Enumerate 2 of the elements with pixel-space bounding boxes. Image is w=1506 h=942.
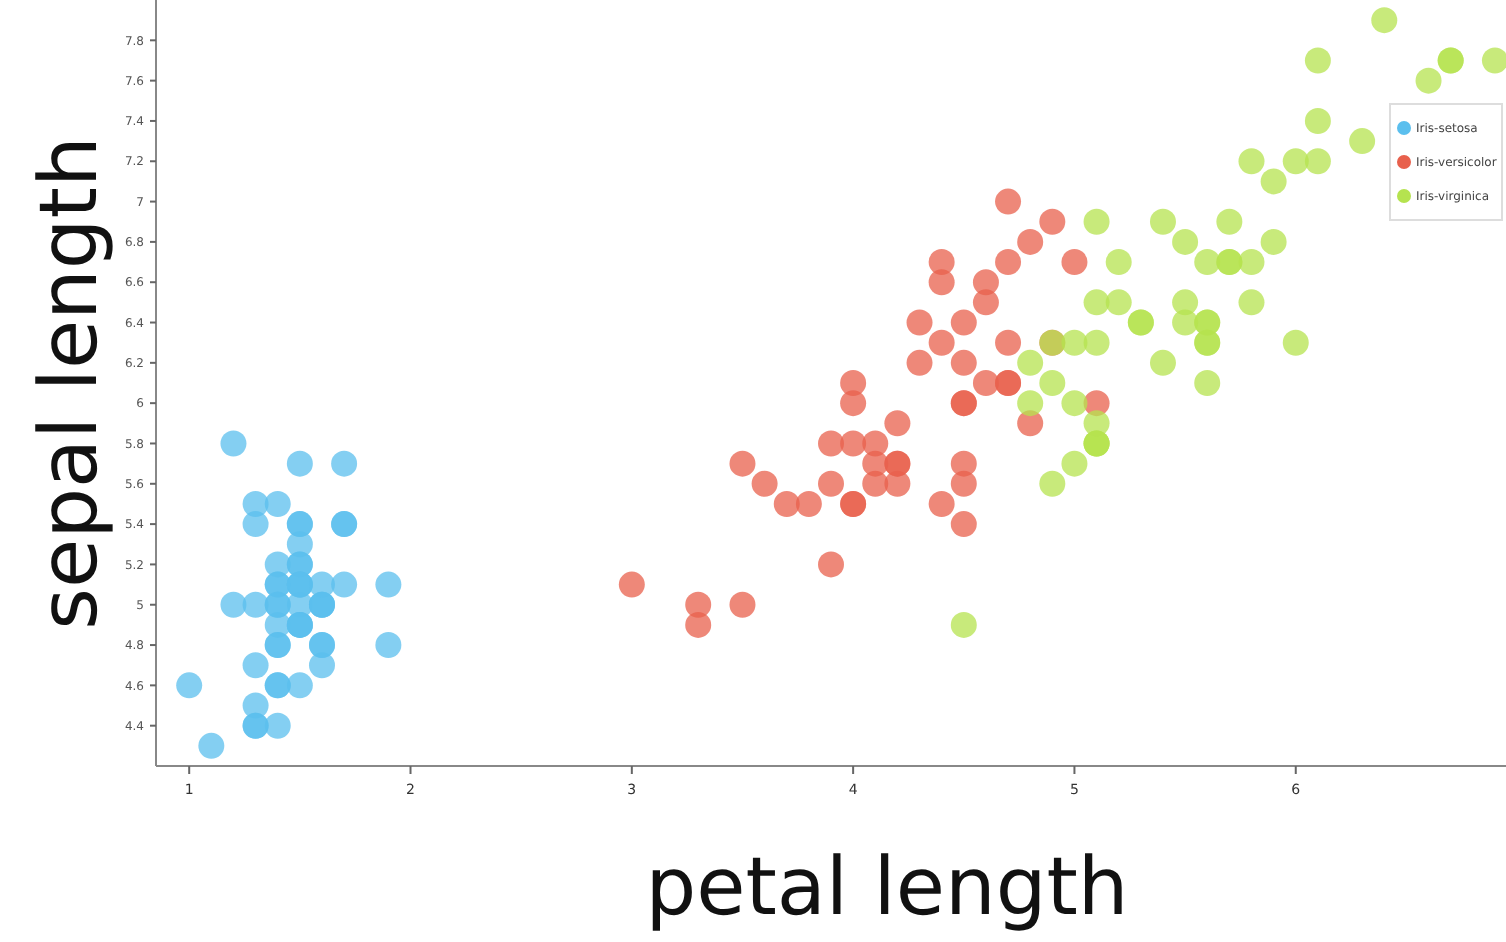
y-axis-title: sepal length xyxy=(24,136,116,630)
x-axis-title: petal length xyxy=(645,842,1129,934)
